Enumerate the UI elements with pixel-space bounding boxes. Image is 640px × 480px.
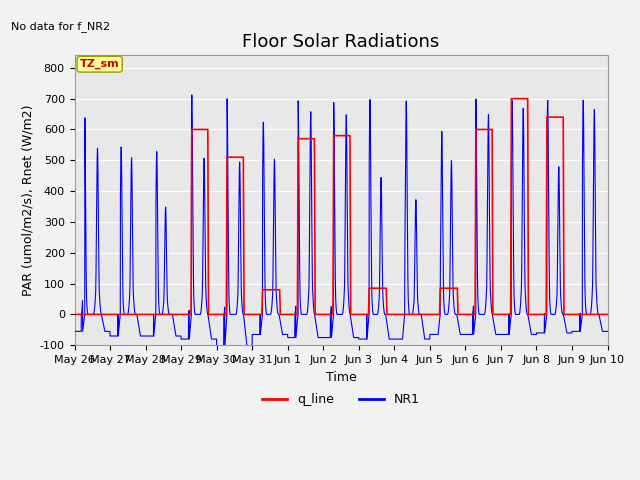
Legend: q_line, NR1: q_line, NR1 bbox=[257, 388, 425, 411]
Y-axis label: PAR (umol/m2/s), Rnet (W/m2): PAR (umol/m2/s), Rnet (W/m2) bbox=[21, 105, 35, 296]
X-axis label: Time: Time bbox=[326, 371, 356, 384]
Text: TZ_sm: TZ_sm bbox=[80, 59, 120, 69]
Title: Floor Solar Radiations: Floor Solar Radiations bbox=[243, 33, 440, 51]
Text: No data for f_NR2: No data for f_NR2 bbox=[11, 22, 109, 32]
